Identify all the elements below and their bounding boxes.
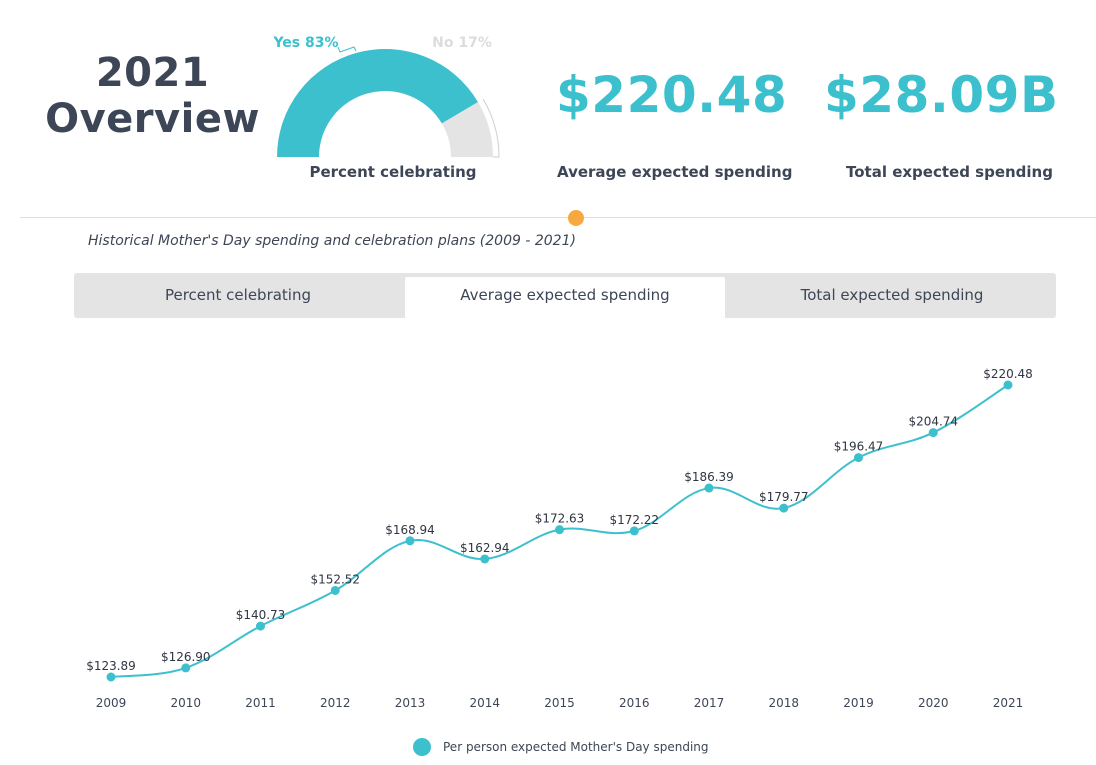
- x-tick-label: 2009: [96, 696, 127, 710]
- x-tick-label: 2018: [768, 696, 799, 710]
- data-label: $196.47: [834, 440, 884, 454]
- overview-word: Overview: [45, 96, 260, 142]
- x-tick-label: 2019: [843, 696, 874, 710]
- section-divider: [20, 217, 1096, 218]
- chart-subtitle: Historical Mother's Day spending and cel…: [88, 233, 576, 249]
- divider-dot: [568, 210, 584, 226]
- x-tick-label: 2011: [245, 696, 276, 710]
- legend-swatch: [413, 738, 431, 756]
- data-point[interactable]: [555, 525, 564, 535]
- gauge-yes-arc: [277, 48, 478, 157]
- x-tick-label: 2016: [619, 696, 650, 710]
- data-point[interactable]: [106, 672, 116, 682]
- average-spending-caption: Average expected spending: [557, 163, 793, 181]
- tab-percent-celebrating[interactable]: Percent celebrating: [164, 286, 312, 304]
- data-point[interactable]: [256, 621, 265, 631]
- data-label: $179.77: [759, 490, 809, 504]
- data-label: $186.39: [684, 470, 734, 484]
- data-label: $172.63: [535, 512, 585, 526]
- gauge-no-label: No 17%: [432, 35, 492, 51]
- gauge-yes-bracket: [337, 46, 357, 53]
- gauge-yes-label: Yes 83%: [272, 35, 338, 51]
- data-label: $168.94: [385, 523, 435, 537]
- data-point[interactable]: [629, 526, 639, 536]
- total-spending-caption: Total expected spending: [846, 163, 1053, 181]
- chart-legend: Per person expected Mother's Day spendin…: [413, 738, 709, 758]
- data-point[interactable]: [330, 585, 340, 595]
- data-label: $204.74: [908, 415, 958, 429]
- x-tick-label: 2021: [993, 696, 1024, 710]
- data-point[interactable]: [405, 536, 415, 546]
- gauge-no-bracket: [482, 98, 500, 158]
- data-label: $152.52: [310, 572, 360, 586]
- data-label: $172.22: [609, 513, 659, 527]
- chart-tabs: Percent celebrating Average expected spe…: [74, 273, 1056, 318]
- percent-celebrating-gauge: Yes 83% No 17%: [272, 35, 500, 158]
- data-point[interactable]: [854, 453, 863, 463]
- gauge-caption: Percent celebrating: [309, 163, 477, 181]
- x-tick-label: 2020: [918, 696, 949, 710]
- data-point[interactable]: [181, 663, 191, 673]
- data-point[interactable]: [928, 428, 938, 438]
- x-tick-label: 2017: [694, 696, 725, 710]
- average-spending-value: $220.48: [556, 66, 788, 124]
- data-point[interactable]: [1003, 380, 1013, 390]
- total-spending-value: $28.09B: [824, 66, 1059, 124]
- legend-label: Per person expected Mother's Day spendin…: [443, 740, 709, 754]
- x-tick-label: 2012: [320, 696, 351, 710]
- data-point[interactable]: [704, 483, 714, 493]
- overview-title: 2021 Overview: [30, 50, 275, 142]
- x-tick-label: 2014: [469, 696, 500, 710]
- data-label: $126.90: [161, 650, 211, 664]
- overview-year: 2021: [95, 50, 210, 96]
- x-tick-label: 2015: [544, 696, 575, 710]
- data-point[interactable]: [779, 503, 789, 513]
- data-label: $123.89: [86, 659, 136, 673]
- data-label: $140.73: [236, 608, 286, 622]
- data-label: $162.94: [460, 541, 510, 555]
- data-point[interactable]: [480, 554, 490, 564]
- tab-total-expected-spending[interactable]: Total expected spending: [800, 286, 984, 304]
- data-label: $220.48: [983, 367, 1033, 381]
- tab-average-expected-spending[interactable]: Average expected spending: [405, 277, 725, 318]
- x-tick-label: 2013: [395, 696, 426, 710]
- x-tick-label: 2010: [170, 696, 201, 710]
- gauge-no-arc: [441, 102, 493, 157]
